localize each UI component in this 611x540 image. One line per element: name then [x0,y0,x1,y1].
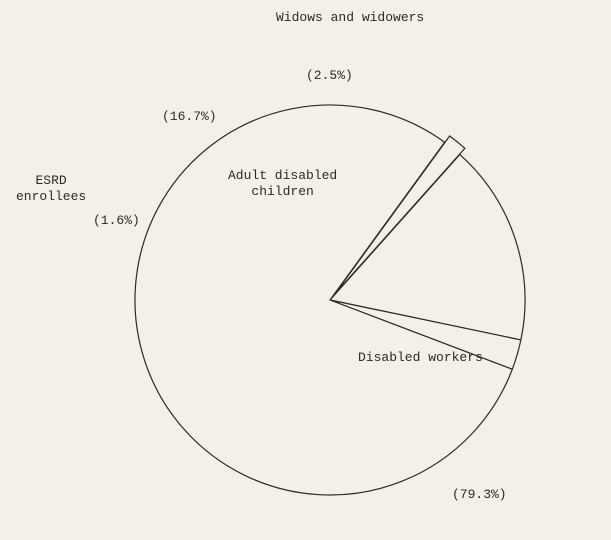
label-disabled-workers: Disabled workers [358,350,483,366]
label-widows-and-widowers: Widows and widowers [276,10,424,26]
label-adult-disabled-children: Adult disabled children [228,168,337,201]
pct-esrd-enrollees: (1.6%) [93,213,140,229]
pct-adult-disabled-children: (16.7%) [162,109,217,125]
pct-widows-and-widowers: (2.5%) [306,68,353,84]
label-esrd-enrollees: ESRD enrollees [16,173,86,206]
pct-disabled-workers: (79.3%) [452,487,507,503]
